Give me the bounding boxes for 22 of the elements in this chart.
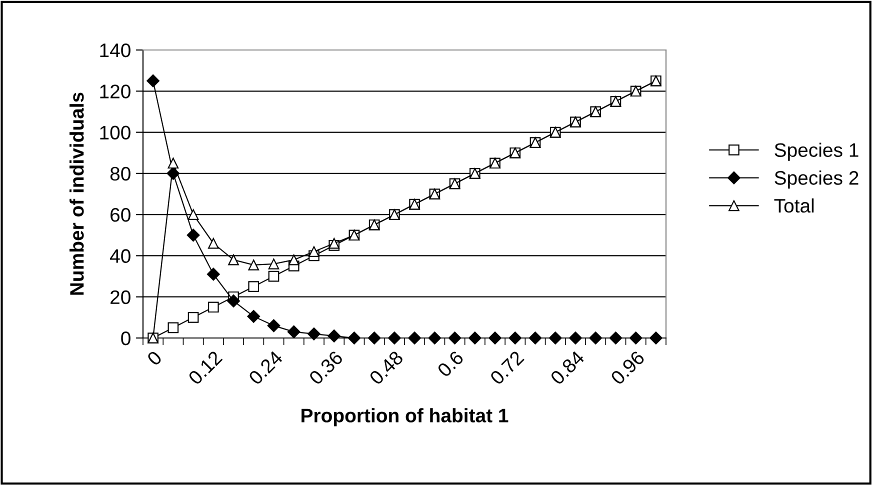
y-tick-label: 100	[100, 126, 130, 140]
x-tick-label: 0.6	[436, 350, 464, 378]
x-tick-label: 0.12	[188, 350, 223, 386]
y-tick-label: 120	[100, 84, 130, 98]
x-axis-title: Proportion of habitat 1	[302, 408, 508, 426]
legend-label: Species 1	[774, 142, 858, 161]
x-tick-label: 0	[146, 350, 163, 366]
legend-label: Total	[774, 198, 814, 213]
x-tick-label: 0.96	[610, 350, 646, 386]
x-tick-label: 0.24	[248, 350, 284, 386]
y-tick-label: 60	[110, 208, 130, 222]
y-tick-label: 0	[121, 331, 130, 346]
x-tick-label: 0.48	[368, 350, 404, 386]
y-axis-title: Number of individuals	[70, 92, 84, 295]
y-tick-label: 20	[110, 290, 130, 304]
x-tick-label: 0.36	[308, 350, 344, 386]
x-tick-label: 0.72	[489, 350, 525, 386]
y-tick-label: 80	[110, 166, 130, 181]
legend-label: Species 2	[774, 170, 858, 189]
x-tick-label: 0.84	[550, 350, 586, 386]
y-tick-label: 40	[110, 249, 130, 263]
y-tick-label: 140	[100, 43, 130, 58]
